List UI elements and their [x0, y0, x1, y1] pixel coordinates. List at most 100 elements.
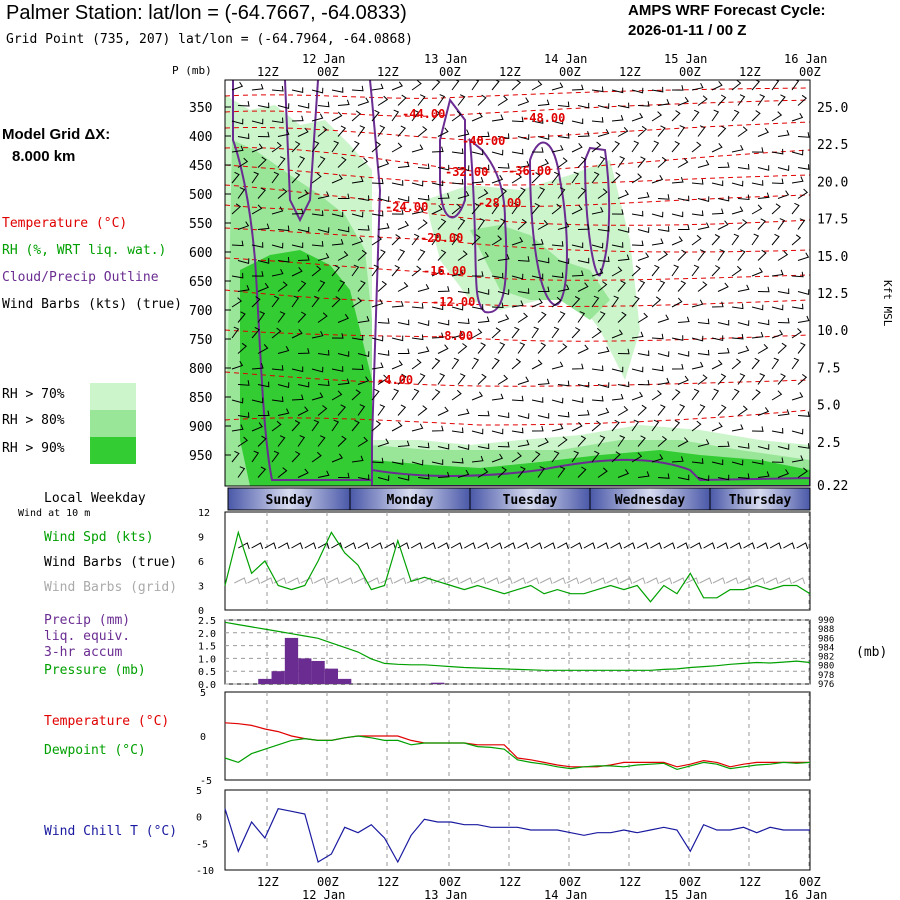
- height-label-7: 7.5: [817, 361, 840, 376]
- height-label-1: 22.5: [817, 138, 848, 153]
- top-time-label-5: 00Z: [559, 65, 581, 79]
- isotherm-label-1: -44.00: [402, 107, 445, 121]
- height-label-10: 0.22: [817, 479, 848, 494]
- bottom-time-label-1: 00Z: [317, 875, 339, 889]
- isotherm-10: [225, 329, 810, 342]
- weekday-label-4: Thursday: [729, 493, 792, 508]
- pressure-level-2: 450: [189, 159, 212, 174]
- pressure-level-6: 650: [189, 275, 212, 290]
- dewpoint-label: Dewpoint (°C): [44, 743, 146, 758]
- top-date-label-1: 13 Jan: [424, 52, 467, 66]
- cross-section: [225, 80, 810, 486]
- pressure-ytick-6: 978: [818, 671, 834, 681]
- rh90-region-2: [372, 450, 810, 486]
- precip-ytick-1: 2.0: [198, 629, 216, 640]
- top-date-label-4: 16 Jan: [784, 52, 827, 66]
- isotherm-label-9: -12.00: [432, 295, 475, 309]
- wind-barbs-grid: [234, 577, 806, 585]
- isotherm-label-7: -20.00: [420, 231, 463, 245]
- temp-panel-frame: [224, 691, 811, 781]
- cloud-outline-4: [528, 141, 568, 307]
- bottom-time-label-0: 12Z: [257, 875, 279, 889]
- height-label-9: 2.5: [817, 436, 840, 451]
- weekday-cell-4: [709, 487, 811, 511]
- weekday-label-3: Wednesday: [615, 493, 686, 508]
- wind-ytick-4: 0: [198, 606, 204, 617]
- wind-ytick-3: 3: [198, 582, 204, 593]
- height-label-5: 12.5: [817, 287, 848, 302]
- windchill-ytick-0: 5: [196, 786, 202, 797]
- height-label-3: 17.5: [817, 213, 848, 228]
- pressure-level-11: 900: [189, 420, 212, 435]
- legend-temperature: Temperature (°C): [2, 216, 128, 231]
- precip-bar-6: [298, 658, 312, 684]
- temp-ytick-0: 5: [200, 688, 206, 699]
- bottom-date-label-1: 13 Jan: [424, 888, 467, 900]
- precip-ytick-0: 2.5: [198, 616, 216, 627]
- precip-ytick-2: 1.5: [198, 642, 216, 653]
- rh90-region-1: [240, 250, 372, 486]
- isotherm-label-0: -48.00: [522, 111, 565, 125]
- isotherm-7: [225, 227, 810, 253]
- kft-axis-label: Kft MSL: [881, 280, 894, 327]
- precip-bar-7: [311, 660, 325, 684]
- isotherm-12: [225, 409, 810, 426]
- wind-speed-label: Wind Spd (kts): [44, 530, 154, 545]
- grid-point-label: Grid Point (735, 207) lat/lon = (-64.796…: [6, 32, 413, 47]
- forecast-cycle-time: 2026-01-11 / 00 Z: [628, 22, 747, 39]
- legend-swatch-rh70: [90, 383, 136, 410]
- precip-ytick-3: 1.0: [198, 654, 216, 665]
- bottom-time-label-8: 12Z: [739, 875, 761, 889]
- windchill-ytick-1: 0: [196, 813, 202, 824]
- top-time-label-8: 12Z: [739, 65, 761, 79]
- isotherm-6: [225, 204, 810, 226]
- pressure-line: [224, 621, 811, 671]
- pressure-ytick-5: 980: [818, 662, 834, 672]
- top-date-label-3: 15 Jan: [664, 52, 707, 66]
- wind-ytick-1: 9: [198, 533, 204, 544]
- bottom-time-label-5: 00Z: [559, 875, 581, 889]
- bottom-time-label-6: 12Z: [619, 875, 641, 889]
- wind-at-label: Wind at 10 m: [18, 508, 91, 519]
- height-label-0: 25.0: [817, 101, 848, 116]
- height-label-8: 5.0: [817, 399, 840, 414]
- wind-speed-line: [224, 530, 811, 603]
- precip-label: Precip (mm): [44, 613, 131, 628]
- bottom-time-label-9: 00Z: [799, 875, 821, 889]
- legend-rh: RH (%, WRT liq. wat.): [2, 243, 167, 258]
- precip-bar-8: [324, 668, 339, 684]
- wind-ytick-0: 12: [198, 508, 210, 519]
- precip-bar-16: [431, 682, 445, 684]
- liq-equiv-label: liq. equiv.: [44, 629, 131, 644]
- weekday-label-2: Tuesday: [503, 493, 558, 508]
- pressure-level-5: 600: [189, 246, 212, 261]
- pressure-ytick-3: 984: [818, 643, 834, 653]
- windchill-label: Wind Chill T (°C): [44, 824, 178, 839]
- cloud-outline-6: [371, 458, 810, 486]
- wind-ytick-2: 6: [198, 557, 204, 568]
- top-time-label-4: 12Z: [499, 65, 521, 79]
- bottom-time-label-4: 12Z: [499, 875, 521, 889]
- cloud-outline-5: [583, 146, 611, 277]
- legend-wind: Wind Barbs (kts) (true): [2, 297, 183, 312]
- isotherm-1: [225, 99, 810, 117]
- pressure-ytick-4: 982: [818, 653, 834, 663]
- windchill-ytick-2: -5: [196, 839, 208, 850]
- top-time-label-0: 12Z: [257, 65, 279, 79]
- precip-bar-3: [258, 678, 272, 684]
- isotherm-label-5: -28.00: [478, 196, 521, 210]
- bottom-date-label-2: 14 Jan: [544, 888, 587, 900]
- isotherm-label-8: -16.00: [423, 264, 466, 278]
- top-time-label-3: 00Z: [439, 65, 461, 79]
- temp-ytick-2: -5: [200, 776, 212, 787]
- legend-rh80: RH > 80%: [2, 413, 65, 428]
- pressure-level-0: 350: [189, 101, 212, 116]
- model-grid-label: Model Grid ΔX:: [2, 126, 111, 143]
- pressure-level-7: 700: [189, 304, 212, 319]
- height-label-4: 15.0: [817, 250, 848, 265]
- bottom-time-label-3: 00Z: [439, 875, 461, 889]
- weekday-label-1: Monday: [387, 493, 434, 508]
- temperature2-label: Temperature (°C): [44, 714, 170, 729]
- pressure-unit-label: (mb): [856, 645, 888, 660]
